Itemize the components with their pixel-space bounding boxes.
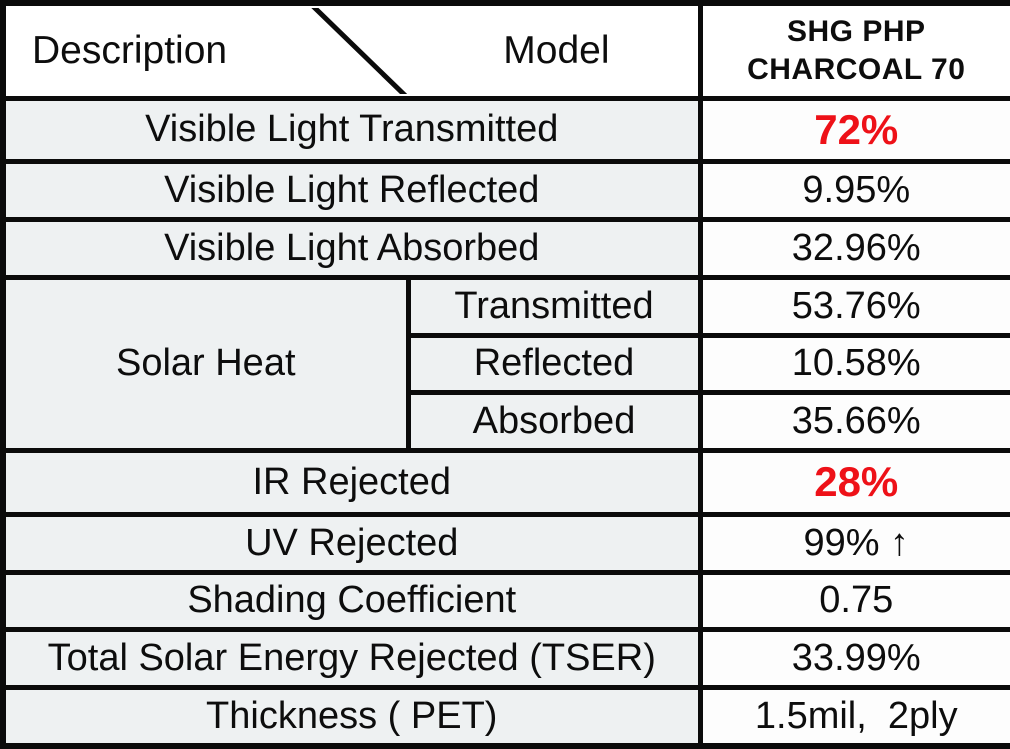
row-value-solar-heat-transmitted: 53.76% (697, 274, 1010, 338)
table-row-thickness: Thickness ( PET) 1.5mil, 2ply (0, 685, 1010, 749)
row-value-ir-rejected: 28% (697, 448, 1010, 517)
model-name-cell: SHG PHP CHARCOAL 70 (697, 0, 1010, 101)
row-label-thickness: Thickness ( PET) (0, 685, 703, 749)
row-label-visible-light-transmitted: Visible Light Transmitted (0, 95, 703, 165)
table-row-ir-rejected: IR Rejected 28% (0, 448, 1010, 517)
row-label-ir-rejected: IR Rejected (0, 448, 703, 517)
row-label-solar-heat-absorbed: Absorbed (405, 390, 703, 454)
row-label-tser: Total Solar Energy Rejected (TSER) (0, 627, 703, 691)
solar-heat-group-label: Solar Heat (0, 274, 411, 454)
row-label-solar-heat-reflected: Reflected (405, 332, 703, 396)
row-value-solar-heat-absorbed: 35.66% (697, 390, 1010, 454)
row-value-tser: 33.99% (697, 627, 1010, 691)
row-label-visible-light-absorbed: Visible Light Absorbed (0, 217, 703, 280)
model-name: SHG PHP CHARCOAL 70 (705, 13, 1008, 89)
row-label-visible-light-reflected: Visible Light Reflected (0, 159, 703, 223)
row-value-visible-light-reflected: 9.95% (697, 159, 1010, 223)
table-row-solar-heat-reflected: Reflected 10.58% (3, 332, 1010, 396)
row-label-solar-heat-transmitted: Transmitted (405, 274, 703, 338)
table-row-tser: Total Solar Energy Rejected (TSER) 33.99… (0, 627, 1010, 691)
header-description-model-cell: Description Model (0, 0, 703, 101)
row-value-visible-light-absorbed: 32.96% (697, 217, 1010, 280)
diagonal-divider-line (6, 8, 698, 94)
header-row: Description Model SHG PHP CHARCOAL 70 (0, 0, 1010, 101)
table-row-shading-coefficient: Shading Coefficient 0.75 (0, 569, 1010, 633)
table-row-solar-heat-absorbed: Absorbed 35.66% (3, 390, 1010, 454)
row-value-visible-light-transmitted: 72% (697, 95, 1010, 165)
table-row-visible-light-reflected: Visible Light Reflected 9.95% (0, 159, 1010, 223)
row-value-solar-heat-reflected: 10.58% (697, 332, 1010, 396)
table-row-visible-light-transmitted: Visible Light Transmitted 72% (0, 95, 1010, 165)
table-row-visible-light-absorbed: Visible Light Absorbed 32.96% (0, 217, 1010, 280)
table-row-uv-rejected: UV Rejected 99% ↑ (0, 511, 1010, 575)
row-value-uv-rejected: 99% ↑ (697, 511, 1010, 575)
model-name-line1: SHG PHP (786, 14, 926, 48)
row-value-shading-coefficient: 0.75 (697, 569, 1010, 633)
description-header-label: Description (32, 28, 228, 72)
table-row-solar-heat-transmitted: Solar Heat Transmitted 53.76% (0, 274, 1010, 454)
row-label-uv-rejected: UV Rejected (0, 511, 703, 575)
row-label-shading-coefficient: Shading Coefficient (0, 569, 703, 633)
row-value-thickness: 1.5mil, 2ply (697, 685, 1010, 749)
model-name-line2: CHARCOAL 70 (747, 52, 966, 86)
model-header-label: Model (503, 28, 610, 72)
